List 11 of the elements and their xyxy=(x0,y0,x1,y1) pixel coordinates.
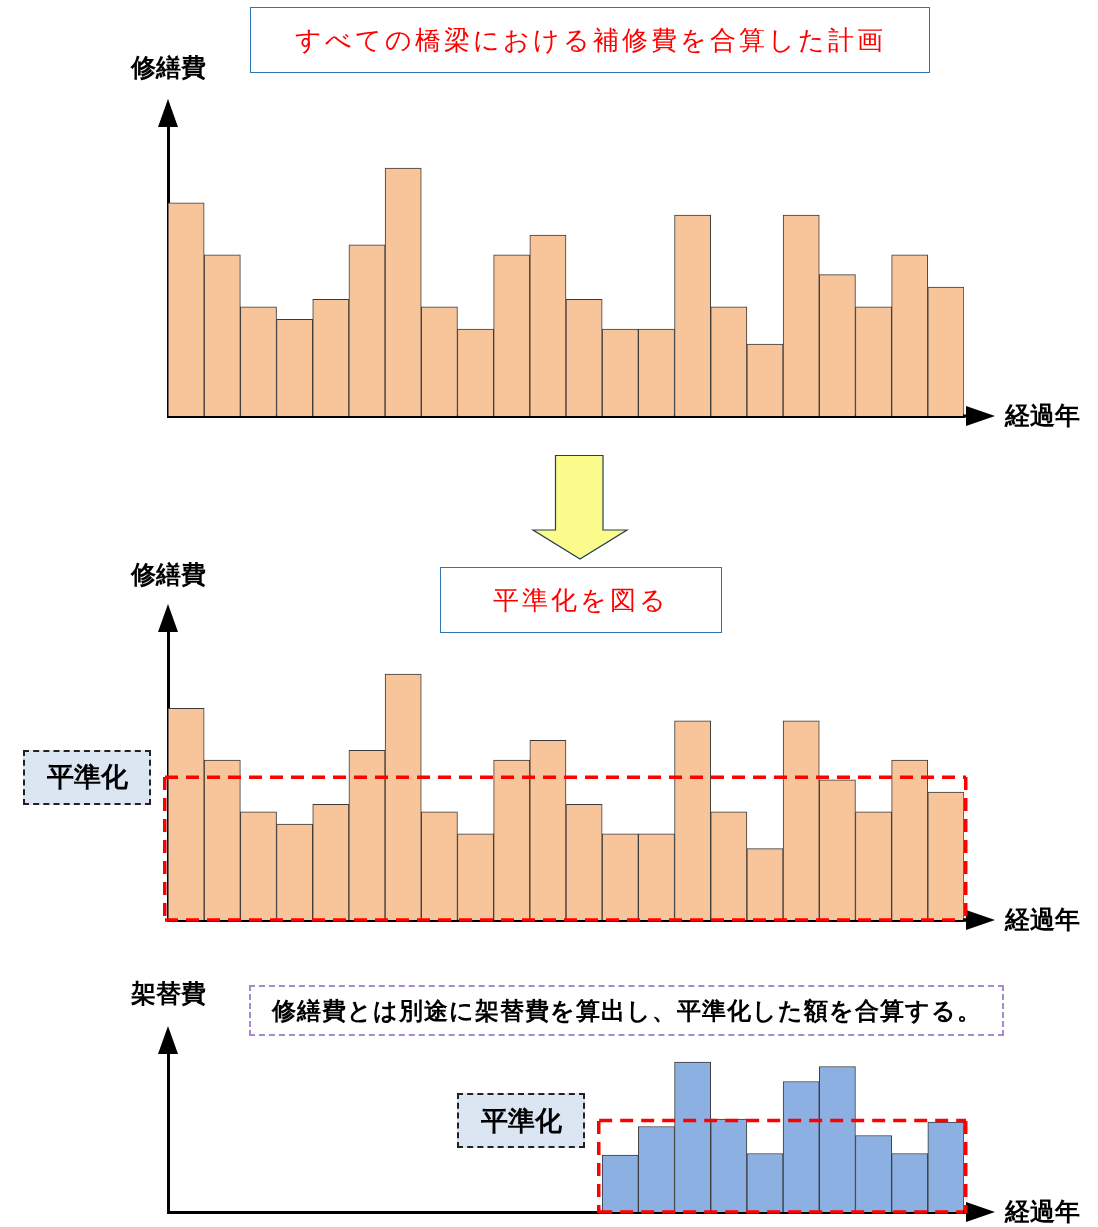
ref-line-label: 平準化 xyxy=(457,1093,586,1148)
y-axis-title: 修繕費 xyxy=(130,53,206,83)
text: 修繕費とは別途に架替費を算出し、平準化した額を合算する。 xyxy=(249,985,1004,1036)
y-axis-title: 架替費 xyxy=(130,979,206,1009)
x-axis-title: 経過年 xyxy=(1005,905,1080,935)
x-axis-title: 経過年 xyxy=(1005,1197,1080,1227)
ref-line-label: 平準化 xyxy=(23,749,151,805)
x-axis-title: 経過年 xyxy=(1005,401,1080,431)
chart-title: すべての橋梁における補修費を合算した計画 xyxy=(250,7,930,73)
y-axis-title: 修繕費 xyxy=(130,560,206,590)
chart-title: 平準化を図る xyxy=(440,567,722,633)
